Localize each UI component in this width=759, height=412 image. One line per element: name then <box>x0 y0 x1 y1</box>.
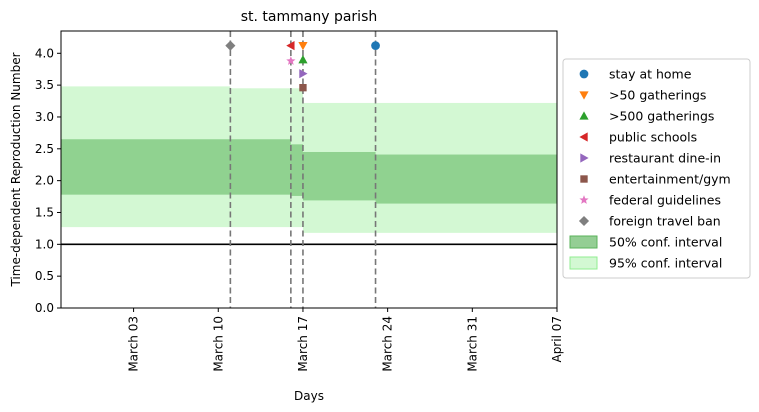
x-tick-label: March 10 <box>211 316 225 372</box>
legend-entertainment-gym-marker <box>580 175 588 183</box>
legend: stay at home >50 gatherings >500 gathering… <box>562 58 751 279</box>
y-tick-label: 4.0 <box>35 46 54 60</box>
legend-50-gatherings-marker <box>579 91 589 100</box>
marker-federal-guidelines <box>286 56 296 65</box>
legend-stay-at-home-label: stay at home <box>609 67 692 82</box>
y-tick-label: 0.5 <box>35 269 54 283</box>
y-tick-label: 0.0 <box>35 301 54 315</box>
legend-stay-at-home-marker <box>579 69 589 79</box>
marker-public-schools <box>286 41 295 51</box>
legend-95-conf-interval-label: 95% conf. interval <box>609 256 722 271</box>
chart-title: st. tammany parish <box>241 9 378 25</box>
y-axis: 0.0 0.5 1.0 1.5 2.0 2.5 3.0 3.5 4.0 <box>35 46 61 315</box>
ci50-band-1 <box>290 144 303 196</box>
y-tick-label: 1.0 <box>35 237 54 251</box>
marker-500-gatherings <box>298 55 308 64</box>
legend-box <box>562 58 751 279</box>
ci50-band-3 <box>375 154 557 204</box>
y-tick-label: 3.0 <box>35 110 54 124</box>
event-markers <box>225 40 380 92</box>
y-tick-label: 3.5 <box>35 78 54 92</box>
marker-entertainment-gym <box>299 83 307 92</box>
x-tick-label: March 31 <box>465 316 479 372</box>
y-tick-label: 2.5 <box>35 142 54 156</box>
event-vlines <box>229 31 377 308</box>
ci50-band-2 <box>302 151 376 201</box>
legend-public-schools-label: public schools <box>609 130 697 145</box>
plot-frame <box>60 30 558 309</box>
x-tick-label: March 24 <box>381 316 395 372</box>
marker-foreign-travel-ban <box>225 40 236 51</box>
legend-federal-guidelines-label: federal guidelines <box>609 193 721 208</box>
legend-restaurant-dine-in-marker <box>580 153 589 163</box>
legend-95-conf-interval-swatch <box>569 256 598 270</box>
y-tick-label: 2.0 <box>35 174 54 188</box>
x-tick-label: March 17 <box>296 316 310 372</box>
legend-50-gatherings-label: >50 gatherings <box>609 88 706 103</box>
marker-restaurant-dine-in <box>299 69 308 79</box>
legend-50-conf-interval-swatch <box>569 235 598 249</box>
legend-50-conf-interval-label: 50% conf. interval <box>609 235 722 250</box>
legend-foreign-travel-ban-marker <box>578 215 590 227</box>
y-axis-label: Time-dependent Reproduction Number <box>9 52 23 287</box>
x-tick-label: March 03 <box>127 316 141 372</box>
legend-entertainment-gym-label: entertainment/gym <box>609 172 731 187</box>
legend-public-schools-marker <box>579 132 588 142</box>
y-tick-label: 1.5 <box>35 205 54 219</box>
x-axis: March 03 March 10 March 17 March 24 March 31… <box>127 308 564 372</box>
marker-stay-at-home <box>371 41 380 51</box>
ci50-band-0 <box>61 139 291 195</box>
ci50-bands <box>61 139 557 204</box>
x-axis-label: Days <box>294 389 324 403</box>
legend-restaurant-dine-in-label: restaurant dine-in <box>609 151 721 166</box>
legend-federal-guidelines-marker <box>579 195 589 204</box>
x-tick-label: April 07 <box>550 316 564 363</box>
marker-50-gatherings <box>298 41 308 51</box>
legend-foreign-travel-ban-label: foreign travel ban <box>609 214 721 229</box>
legend-500-gatherings-label: >500 gatherings <box>609 109 714 124</box>
legend-500-gatherings-marker <box>579 111 589 120</box>
